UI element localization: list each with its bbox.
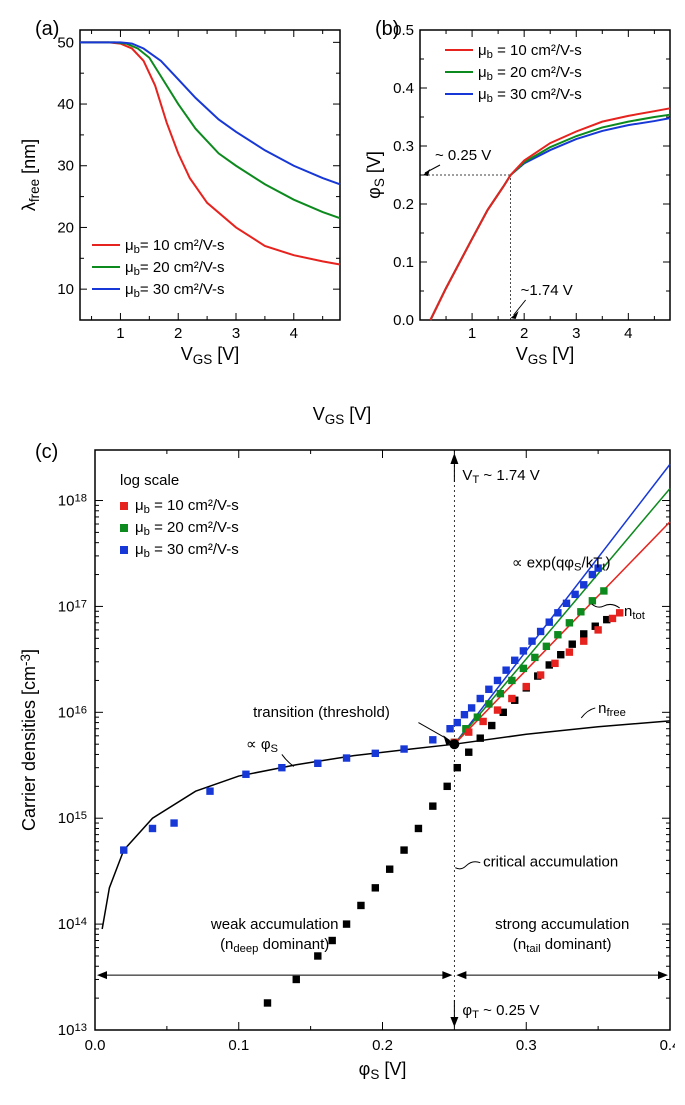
ann-y-marker: ~ 0.25 V [435,147,491,164]
series-red [80,42,340,264]
ylabel-c: Carrier densities [cm-3] [18,649,39,831]
tick-label: 0.0 [85,1037,106,1054]
xlabel-a: VGS [V] [181,344,240,367]
tick-label: 10 [57,281,74,298]
tick-label: 1014 [58,916,87,933]
tick-label: 1017 [58,598,87,615]
legend-item: μb= 30 cm²/V-s [125,281,225,300]
tick-label: 0.1 [228,1037,249,1054]
mid-vgs-label: VGS [V] [313,404,372,427]
ylabel-b: φS [V] [364,151,387,199]
tick-label: 1018 [58,493,87,510]
ann-critical: critical accumulation [483,853,618,870]
tick-label: 40 [57,96,74,113]
panel-a-label: (a) [35,18,59,40]
tick-label: 1015 [58,810,87,827]
tick-label: 4 [290,325,298,342]
legend-item: μb = 30 cm²/V-s [478,86,582,105]
xlabel-b: VGS [V] [516,344,575,367]
transition-point [449,739,459,749]
ann-nfree: nfree [598,700,626,719]
tick-label: 1013 [58,1022,87,1039]
xlabel-c: φS [V] [359,1059,407,1082]
legend-item: μb = 30 cm²/V-s [135,541,239,560]
tick-label: 0.3 [393,138,414,155]
ann-phit: φT ~ 0.25 V [462,1002,539,1021]
legend-item: μb= 20 cm²/V-s [125,259,225,278]
tick-label: 0.2 [393,196,414,213]
legend-item: μb = 20 cm²/V-s [478,64,582,83]
legend-item: μb = 10 cm²/V-s [478,42,582,61]
tick-label: 0.3 [516,1037,537,1054]
panel-a-frame [80,30,340,320]
tick-label: 3 [572,325,580,342]
ann-weak1: weak accumulation [210,916,339,933]
tick-label: 0.1 [393,254,414,271]
panel-b-label: (b) [375,18,399,40]
ann-strong2: (ntail dominant) [513,936,612,955]
ann-x-marker: ~1.74 V [521,282,573,299]
tick-label: 30 [57,158,74,175]
series-blue [80,42,340,184]
tick-label: 50 [57,34,74,51]
legend-item: μb= 10 cm²/V-s [125,237,225,256]
curve-phi [102,721,670,929]
legend-item: μb = 10 cm²/V-s [135,497,239,516]
figure: 1 2 3 4 10 20 30 40 50 VGS [V] λfree [nm] (a) μb= 10… [10,10,685,1095]
tick-label: 1016 [58,704,87,721]
tick-label: 4 [624,325,632,342]
plots-svg: 1 2 3 4 10 20 30 40 50 VGS [V] λfree [nm] (a) μb= 10… [10,10,675,1090]
tick-label: 2 [174,325,182,342]
ann-weak2: (ndeep dominant) [220,936,329,955]
tick-label: 0.0 [393,312,414,329]
panel-c-label: (c) [35,441,58,463]
ann-ntot: ntot [624,603,646,622]
tick-label: 20 [57,219,74,236]
ann-vt: VT ~ 1.74 V [462,467,539,486]
tick-label: 2 [520,325,528,342]
legend-item: μb = 20 cm²/V-s [135,519,239,538]
ann-exp: ∝ exp(qφS/kTt) [512,555,611,574]
tick-label: 0.2 [372,1037,393,1054]
tick-label: 1 [116,325,124,342]
ann-prop-phi: ∝ φS [246,736,278,755]
series-green [80,42,340,218]
tick-label: 3 [232,325,240,342]
tick-label: 0.4 [393,80,414,97]
tick-label: 1 [468,325,476,342]
ann-strong1: strong accumulation [495,916,629,933]
ylabel-a: λfree [nm] [19,139,42,211]
ann-transition: transition (threshold) [253,704,390,721]
tick-label: 0.4 [660,1037,675,1054]
legend-title: log scale [120,472,179,489]
